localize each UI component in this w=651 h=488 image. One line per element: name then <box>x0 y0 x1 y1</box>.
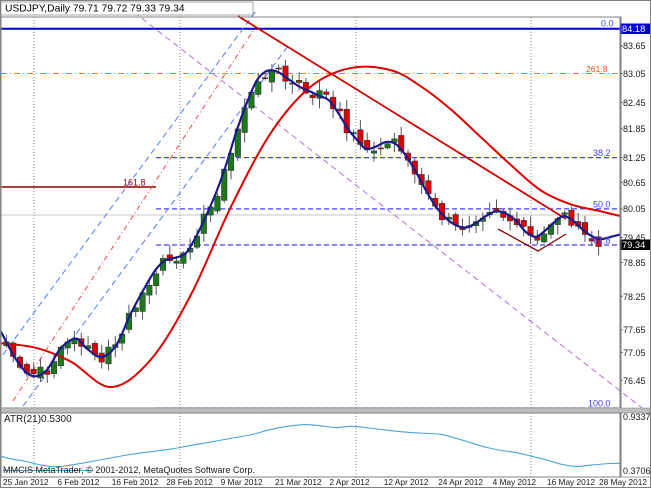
svg-text:77.05: 77.05 <box>623 348 646 358</box>
svg-text:MMCIS MetaTrader, © 2001-2012,: MMCIS MetaTrader, © 2001-2012, MetaQuote… <box>3 465 255 475</box>
svg-text:83.65: 83.65 <box>623 41 646 51</box>
svg-text:6 Feb 2012: 6 Feb 2012 <box>57 477 99 487</box>
svg-text:78.25: 78.25 <box>623 292 646 302</box>
svg-text:0.9337: 0.9337 <box>623 412 651 422</box>
svg-text:79.34: 79.34 <box>622 240 645 250</box>
svg-text:0.3706: 0.3706 <box>623 466 651 476</box>
svg-text:78.85: 78.85 <box>623 258 646 268</box>
svg-text:21 Mar 2012: 21 Mar 2012 <box>275 477 322 487</box>
svg-text:12 Apr 2012: 12 Apr 2012 <box>384 477 429 487</box>
svg-text:80.05: 80.05 <box>623 204 646 214</box>
svg-text:9 Mar 2012: 9 Mar 2012 <box>221 477 263 487</box>
svg-text:2 Apr 2012: 2 Apr 2012 <box>329 477 370 487</box>
svg-text:USDJPY,Daily 79.71 79.72 79.3: USDJPY,Daily 79.71 79.72 79.33 79.34 <box>5 4 185 15</box>
svg-text:84.18: 84.18 <box>622 24 645 34</box>
svg-text:50.0: 50.0 <box>593 200 611 210</box>
svg-text:25 Jan 2012: 25 Jan 2012 <box>3 477 49 487</box>
svg-text:28 Feb 2012: 28 Feb 2012 <box>166 477 213 487</box>
svg-text:28 May 2012: 28 May 2012 <box>599 477 647 487</box>
svg-text:16 Feb 2012: 16 Feb 2012 <box>112 477 159 487</box>
svg-text:38.2: 38.2 <box>593 148 611 158</box>
svg-text:4 May 2012: 4 May 2012 <box>493 477 537 487</box>
svg-text:261.8: 261.8 <box>586 64 608 74</box>
svg-text:76.45: 76.45 <box>623 376 646 386</box>
svg-text:81.25: 81.25 <box>623 153 646 163</box>
svg-text:0.0: 0.0 <box>601 19 614 29</box>
svg-text:82.45: 82.45 <box>623 98 646 108</box>
svg-text:61.8: 61.8 <box>593 236 611 246</box>
svg-text:24 Apr 2012: 24 Apr 2012 <box>438 477 483 487</box>
svg-text:161.8: 161.8 <box>123 178 146 188</box>
svg-text:83.05: 83.05 <box>623 69 646 79</box>
svg-text:ATR(21)0.5300: ATR(21)0.5300 <box>4 414 72 425</box>
svg-text:81.85: 81.85 <box>623 124 646 134</box>
svg-text:16 May 2012: 16 May 2012 <box>547 477 595 487</box>
svg-text:80.65: 80.65 <box>623 178 646 188</box>
svg-text:77.65: 77.65 <box>623 325 646 335</box>
svg-text:100.0: 100.0 <box>588 399 611 409</box>
